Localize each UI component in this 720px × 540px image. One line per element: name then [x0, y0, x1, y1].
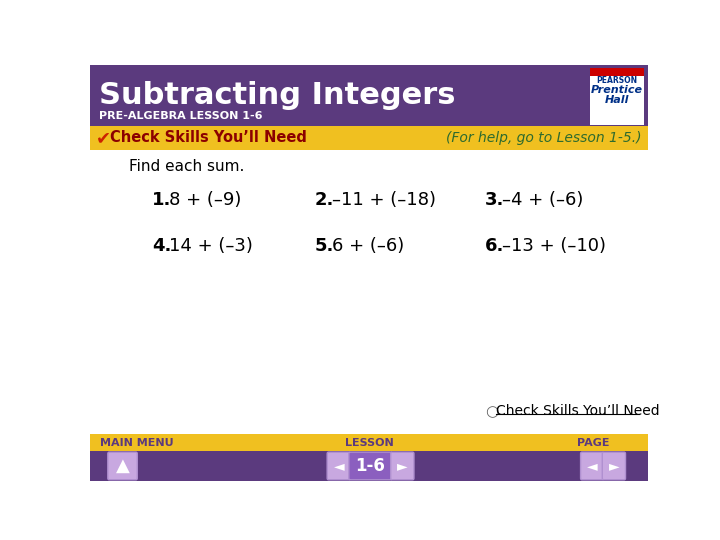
FancyBboxPatch shape: [90, 434, 648, 451]
Text: –11 + (–18): –11 + (–18): [332, 191, 436, 208]
Text: 14 + (–3): 14 + (–3): [169, 237, 253, 255]
Text: ►: ►: [397, 459, 408, 473]
Text: 5.: 5.: [315, 237, 334, 255]
Text: ✔: ✔: [96, 129, 112, 147]
Text: 1.: 1.: [152, 191, 171, 208]
Text: 6 + (–6): 6 + (–6): [332, 237, 404, 255]
Text: –4 + (–6): –4 + (–6): [503, 191, 584, 208]
FancyBboxPatch shape: [90, 451, 648, 481]
FancyBboxPatch shape: [327, 452, 351, 480]
Text: 1-6: 1-6: [356, 457, 385, 475]
Text: –13 + (–10): –13 + (–10): [503, 237, 606, 255]
FancyBboxPatch shape: [90, 65, 648, 126]
FancyBboxPatch shape: [90, 150, 648, 434]
FancyBboxPatch shape: [349, 452, 392, 480]
FancyBboxPatch shape: [602, 452, 626, 480]
Text: 6.: 6.: [485, 237, 505, 255]
FancyBboxPatch shape: [580, 452, 604, 480]
Text: PEARSON: PEARSON: [596, 77, 638, 85]
Text: 3.: 3.: [485, 191, 505, 208]
Text: 4.: 4.: [152, 237, 171, 255]
Text: Subtracting Integers: Subtracting Integers: [99, 81, 456, 110]
Text: Check Skills You’ll Need: Check Skills You’ll Need: [496, 404, 660, 418]
Text: 2.: 2.: [315, 191, 334, 208]
Text: Hall: Hall: [605, 95, 629, 105]
Text: ►: ►: [608, 459, 619, 473]
Text: MAIN MENU: MAIN MENU: [99, 438, 174, 448]
Text: LESSON: LESSON: [345, 438, 393, 448]
FancyBboxPatch shape: [590, 68, 644, 76]
FancyBboxPatch shape: [590, 68, 644, 125]
Text: Find each sum.: Find each sum.: [129, 159, 244, 174]
Text: (For help, go to Lesson 1-5.): (For help, go to Lesson 1-5.): [446, 131, 642, 145]
FancyBboxPatch shape: [90, 126, 648, 150]
Text: Prentice: Prentice: [591, 85, 643, 95]
FancyBboxPatch shape: [391, 452, 414, 480]
Text: Check Skills You’ll Need: Check Skills You’ll Need: [110, 131, 307, 145]
Text: PRE-ALGEBRA LESSON 1-6: PRE-ALGEBRA LESSON 1-6: [99, 111, 263, 120]
Text: ◄: ◄: [587, 459, 598, 473]
Text: ◄: ◄: [333, 459, 344, 473]
Text: PAGE: PAGE: [577, 438, 610, 448]
Text: ○: ○: [485, 404, 498, 419]
Text: ▲: ▲: [116, 457, 130, 475]
FancyBboxPatch shape: [108, 452, 138, 480]
Text: 8 + (–9): 8 + (–9): [169, 191, 241, 208]
